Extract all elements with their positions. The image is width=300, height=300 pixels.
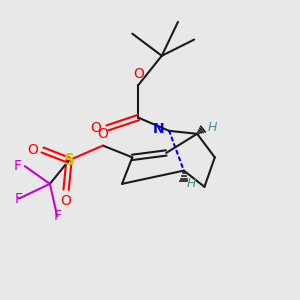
Text: O: O [91, 121, 101, 135]
Text: O: O [133, 67, 144, 81]
Text: H: H [187, 177, 196, 190]
Text: F: F [53, 209, 61, 223]
Text: O: O [27, 143, 38, 157]
Text: F: F [14, 159, 22, 173]
Text: N: N [153, 122, 165, 136]
Text: O: O [98, 127, 108, 141]
Text: O: O [61, 194, 71, 208]
Text: S: S [64, 153, 74, 168]
Text: H: H [207, 122, 217, 134]
Text: F: F [15, 192, 23, 206]
